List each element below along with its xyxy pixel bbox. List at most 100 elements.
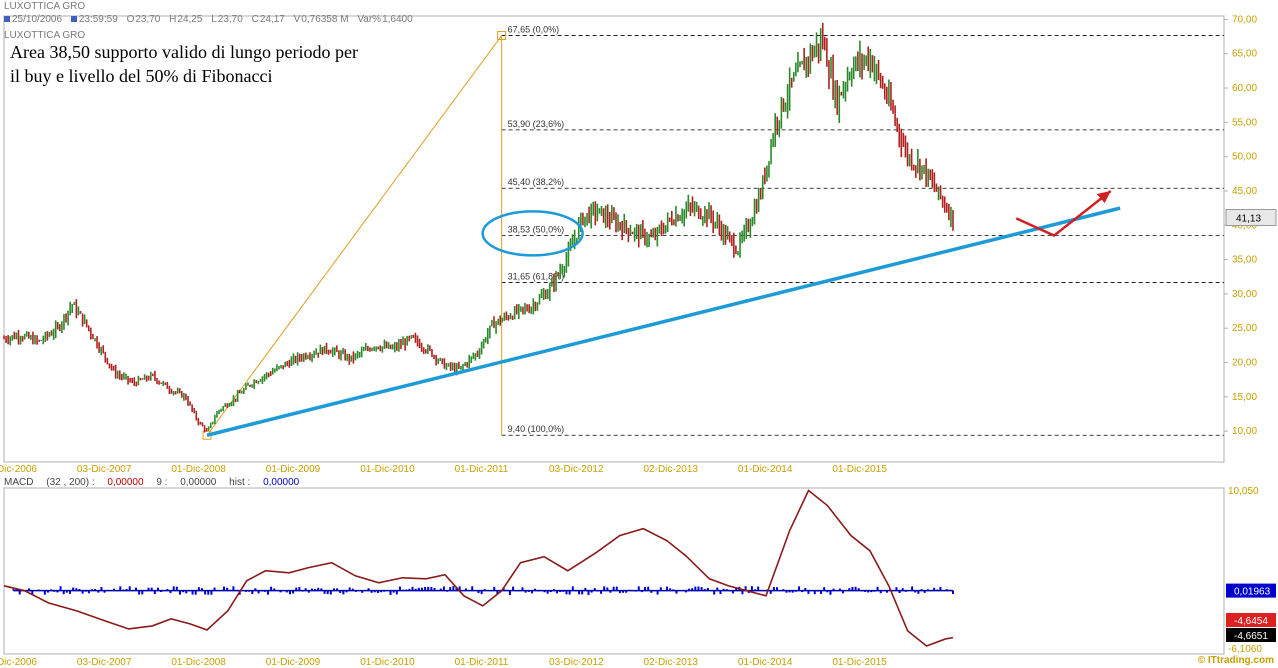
- fib-level-label: 53,90 (23,6%): [508, 119, 565, 129]
- y-tick-label: 10,00: [1232, 426, 1257, 437]
- x-tick-label: 01-Dic-2014: [738, 657, 793, 668]
- macd-x-axis: 01-Dic-2006 03-Dic-2007 01-Dic-2008 01-Dic-…: [0, 657, 887, 668]
- x-tick-label: 03-Dic-2012: [549, 657, 604, 668]
- macd-badge-box: [1226, 613, 1276, 627]
- x-tick-label: 01-Dic-2008: [171, 464, 226, 475]
- macd-panel-frame: [3, 487, 1225, 655]
- var-label: Var%: [357, 14, 382, 25]
- readout-close: 24,17: [259, 14, 285, 25]
- annotations: [481, 189, 1112, 257]
- y-tick-label: 25,00: [1232, 323, 1257, 334]
- support-trendline: [206, 206, 1121, 437]
- price-badge-box: [1225, 209, 1277, 227]
- macd-params: (32 , 200) :: [46, 477, 95, 488]
- x-tick-label: 02-Dic-2013: [643, 657, 698, 668]
- price-panel: 10,0015,0020,0025,0030,0035,0040,0045,00…: [0, 14, 1277, 475]
- macd-badge-text: -4,6651: [1234, 631, 1268, 642]
- macd-value: 0,00000: [107, 477, 144, 488]
- y-tick-label: 35,00: [1232, 255, 1257, 266]
- y-tick-label: 50,00: [1232, 152, 1257, 163]
- y-tick-label: 45,00: [1232, 186, 1257, 197]
- ohlc-readout: 25/10/2006 23:59:59 O23,70 H24,25 L23,70…: [4, 14, 419, 25]
- y-tick-label: 20,00: [1232, 358, 1257, 369]
- macd-name: MACD: [4, 477, 34, 488]
- instrument-title: LUXOTTICA GRO: [4, 1, 86, 12]
- date-icon: [4, 16, 10, 22]
- y-tick-label: 70,00: [1232, 14, 1257, 25]
- y-tick-label: 55,00: [1232, 117, 1257, 128]
- y-tick-label: 60,00: [1232, 83, 1257, 94]
- macd-header: MACD (32 , 200) : 0,00000 9 : 0,00000 hi…: [4, 477, 309, 488]
- x-tick-label: 03-Dic-2007: [77, 657, 132, 668]
- macd-line: [3, 489, 954, 647]
- chart-header: LUXOTTICA GRO 25/10/2006 23:59:59 O23,70…: [0, 0, 1278, 41]
- x-tick-label: 03-Dic-2007: [77, 464, 132, 475]
- fib-50-highlight: [481, 210, 584, 257]
- x-tick-label: 01-Dic-2015: [832, 657, 887, 668]
- high-label: H: [169, 14, 177, 25]
- x-tick-label: 01-Dic-2010: [360, 657, 415, 668]
- fib-level-label: 45,40 (38,2%): [508, 177, 565, 187]
- x-tick-label: 01-Dic-2009: [266, 464, 321, 475]
- signal-value: 0,00000: [180, 477, 217, 488]
- x-tick-label: 01-Dic-2014: [738, 464, 793, 475]
- readout-low: 23,70: [217, 14, 243, 25]
- fib-diagonal: [206, 35, 503, 436]
- readout-open: 23,70: [135, 14, 161, 25]
- credit: © ITtrading.com: [1197, 655, 1274, 666]
- price-candles: [3, 22, 954, 433]
- signal-label: 9 :: [156, 477, 168, 488]
- fibonacci-levels: 67,65 (0,0%) 53,90 (23,6%) 45,40 (38,2%) 38…: [501, 25, 1224, 436]
- hist-value: 0,00000: [263, 477, 300, 488]
- price-chart-label: LUXOTTICA GRO: [4, 30, 86, 41]
- x-tick-label: 01-Dic-2006: [0, 464, 37, 475]
- fib-level-label: 9,40 (100,0%): [508, 424, 565, 434]
- readout-volume: 0,76358 M: [301, 14, 349, 25]
- macd-histogram: [12, 586, 954, 596]
- readout-date: 25/10/2006: [12, 14, 63, 25]
- readout-var: 1,6400: [382, 14, 413, 25]
- x-tick-label: 02-Dic-2013: [643, 464, 698, 475]
- x-tick-label: 01-Dic-2011: [455, 464, 509, 475]
- x-tick-label: 01-Dic-2010: [360, 464, 415, 475]
- price-badge-text: 41,13: [1236, 214, 1261, 225]
- current-price-badge: 41,13: [1225, 209, 1277, 227]
- trendline: [206, 206, 1121, 437]
- fib-level-label: 31,65 (61,8%): [508, 272, 565, 282]
- readout-high: 24,25: [177, 14, 203, 25]
- macd-panel: 10,050 -6,1060 0,01963 -4,6454 -4,6651 01-D…: [0, 486, 1276, 668]
- y-tick-label: 15,00: [1232, 392, 1257, 403]
- x-tick-label: 01-Dic-2006: [0, 657, 37, 668]
- open-label: O: [126, 14, 135, 25]
- x-tick-label: 01-Dic-2015: [832, 464, 887, 475]
- price-x-axis: 01-Dic-2006 03-Dic-2007 01-Dic-2008 01-Dic-…: [0, 464, 887, 475]
- volume-label: V: [293, 14, 301, 25]
- macd-y-min: -6,1060: [1228, 644, 1262, 655]
- macd-badges: 0,01963 -4,6454 -4,6651: [1226, 583, 1276, 642]
- x-tick-label: 01-Dic-2011: [455, 657, 509, 668]
- y-tick-label: 30,00: [1232, 289, 1257, 300]
- x-tick-label: 01-Dic-2009: [266, 657, 321, 668]
- macd-badge-text: 0,01963: [1234, 587, 1271, 598]
- fib-level-label: 38,53 (50,0%): [508, 224, 565, 234]
- close-label: C: [251, 14, 259, 25]
- readout-time: 23:59:59: [78, 14, 118, 25]
- fib-level-label: 67,65 (0,0%): [508, 25, 560, 35]
- clock-icon: [70, 16, 77, 22]
- hist-label: hist :: [229, 477, 251, 488]
- fib-anchor-high: [497, 31, 507, 41]
- buy-arrow-head: [1096, 190, 1111, 203]
- macd-badge-box: [1226, 583, 1276, 598]
- x-tick-label: 01-Dic-2008: [171, 657, 226, 668]
- fibonacci-construction: [202, 31, 507, 440]
- y-tick-label: 65,00: [1232, 49, 1257, 60]
- macd-y-axis: 10,050 -6,1060: [1228, 486, 1262, 655]
- x-tick-label: 03-Dic-2012: [549, 464, 604, 475]
- low-label: L: [211, 14, 217, 25]
- macd-badge-box: [1226, 628, 1276, 642]
- buy-arrow: [1015, 189, 1112, 238]
- macd-path: [3, 489, 954, 647]
- macd-y-max: 10,050: [1228, 486, 1259, 497]
- analysis-annotation: Area 38,50 supporto valido di lungo peri…: [10, 42, 358, 86]
